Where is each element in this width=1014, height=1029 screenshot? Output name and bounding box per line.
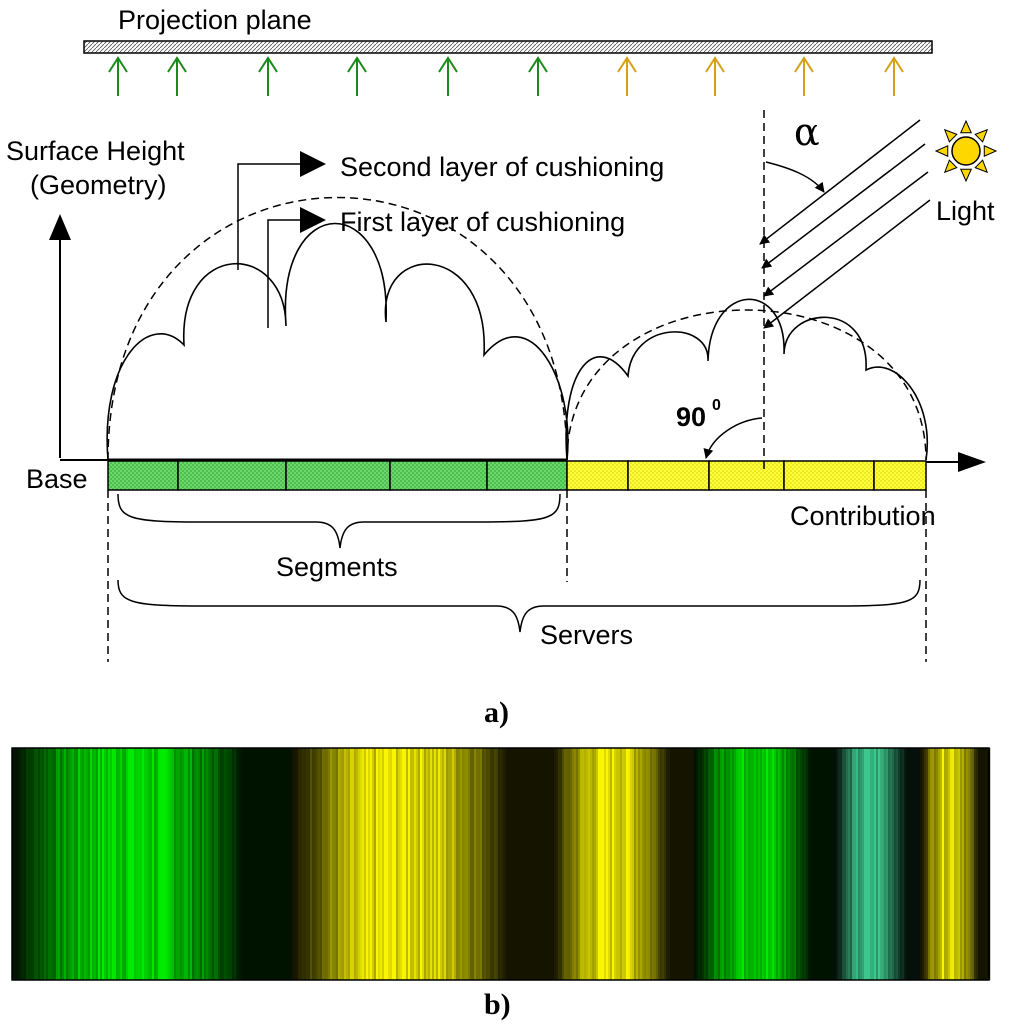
first-layer-cushion-yellow <box>567 310 926 460</box>
alpha-angle-arc <box>766 162 824 192</box>
light-label: Light <box>936 196 995 226</box>
green-segment <box>108 461 178 490</box>
up-arrow-icon <box>109 58 127 96</box>
up-arrow-icon <box>706 58 724 96</box>
up-arrow-icon <box>168 58 186 96</box>
angle-90-label: 90 <box>676 402 706 432</box>
light-ray <box>764 172 928 296</box>
angle-90-superscript: 0 <box>712 397 721 414</box>
green-segment <box>487 461 567 490</box>
projection-arrows <box>109 58 903 96</box>
yellow-segment <box>628 461 709 490</box>
up-arrow-icon <box>348 58 366 96</box>
light-ray <box>764 200 930 328</box>
up-arrow-icon <box>885 58 903 96</box>
panel-a-label: a) <box>484 696 509 729</box>
green-segment <box>390 461 487 490</box>
yellow-segment <box>784 461 874 490</box>
axis-up-arrowhead <box>49 214 71 240</box>
green-segment <box>286 461 390 490</box>
up-arrow-icon <box>795 58 813 96</box>
contribution-label: Contribution <box>790 501 936 531</box>
panel-b-label: b) <box>484 988 511 1021</box>
cushion-treemap-image <box>12 748 990 980</box>
sun-icon <box>936 121 996 181</box>
green-segment <box>178 461 286 490</box>
segments-brace <box>118 494 560 548</box>
segments-label: Segments <box>276 552 398 582</box>
yellow-segment <box>709 461 784 490</box>
base-label: Base <box>26 464 88 494</box>
light-ray <box>762 144 925 268</box>
second-layer-arrowhead <box>300 151 326 177</box>
surface-height-label: Surface Height <box>6 136 185 166</box>
light-rays <box>760 120 930 328</box>
up-arrow-icon <box>618 58 636 96</box>
up-arrow-icon <box>529 58 547 96</box>
first-layer-leader <box>268 220 300 328</box>
second-layer-leader <box>238 164 300 270</box>
alpha-label: α <box>794 110 820 154</box>
up-arrow-icon <box>259 58 277 96</box>
servers-label: Servers <box>540 620 633 650</box>
projection-plane <box>84 41 932 53</box>
yellow-segment <box>567 461 628 490</box>
up-arrow-icon <box>439 58 457 96</box>
projection-plane-label: Projection plane <box>118 5 312 35</box>
yellow-segment <box>874 461 926 490</box>
right-angle-arc <box>706 418 762 458</box>
servers-brace <box>118 580 920 632</box>
geometry-label: (Geometry) <box>30 170 167 200</box>
second-layer-cushion <box>107 223 927 460</box>
first-layer-label: First layer of cushioning <box>340 207 625 237</box>
contribution-axis-arrowhead <box>958 452 986 472</box>
first-layer-arrowhead <box>300 207 326 233</box>
second-layer-label: Second layer of cushioning <box>340 152 664 182</box>
segment-bar <box>108 461 926 490</box>
